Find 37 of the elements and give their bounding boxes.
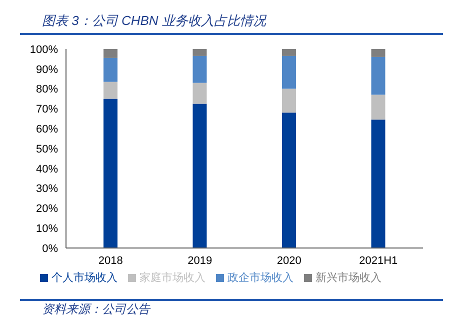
bar	[192, 49, 207, 56]
bar	[371, 94, 386, 120]
x-tick-label: 2018	[98, 254, 123, 267]
y-tick-label: 30%	[36, 183, 58, 196]
y-tick-label: 20%	[36, 203, 58, 216]
bar	[103, 82, 118, 99]
bar	[282, 49, 296, 56]
x-tick-label: 2019	[188, 254, 212, 267]
legend-label: 新兴市场收入	[316, 272, 382, 284]
bar	[103, 58, 118, 82]
y-tick-label: 80%	[36, 84, 58, 96]
legend-label: 政企市场收入	[228, 272, 294, 284]
y-tick-label: 0%	[42, 242, 58, 255]
bar	[192, 82, 207, 104]
y-tick-label: 40%	[36, 163, 58, 176]
bar	[282, 56, 296, 89]
bar	[192, 56, 207, 83]
x-tick-label: 2020	[276, 254, 302, 267]
y-tick-label: 10%	[36, 223, 58, 236]
y-tick-label: 100%	[30, 44, 58, 56]
bar	[282, 112, 296, 248]
y-tick-label: 60%	[36, 124, 58, 136]
x-tick-label: 2021H1	[359, 254, 398, 267]
bar	[371, 120, 386, 248]
legend-label: 个人市场收入	[52, 272, 118, 284]
bar	[103, 98, 118, 248]
y-tick-label: 90%	[36, 64, 58, 76]
bar	[371, 49, 386, 57]
y-tick-label: 70%	[36, 104, 58, 116]
legend-label: 家庭市场收入	[140, 272, 206, 284]
text: 资料来源：公司公告	[42, 301, 152, 318]
bar	[192, 104, 207, 248]
bar	[371, 56, 386, 95]
y-tick-label: 50%	[36, 143, 58, 156]
bar	[103, 49, 118, 58]
bar	[282, 88, 296, 113]
chart-title: 图表 3：公司 CHBN 业务收入占比情况	[20, 8, 443, 35]
